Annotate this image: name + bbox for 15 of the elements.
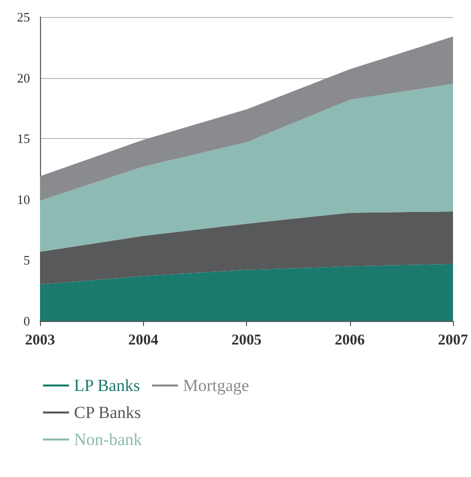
y-tick-label: 15 — [17, 131, 30, 146]
x-tick-label: 2005 — [232, 332, 262, 348]
x-tick-label: 2003 — [25, 332, 55, 348]
x-tick-label: 2006 — [334, 332, 366, 348]
y-tick-label: 25 — [17, 10, 30, 24]
y-tick-label: 5 — [24, 252, 30, 268]
x-tick-label: 2004 — [128, 332, 159, 348]
legend-label: Mortgage — [182, 376, 250, 395]
y-tick-label: 0 — [24, 314, 30, 328]
legend-label: CP Banks — [74, 403, 141, 422]
legend-label: Non-bank — [74, 430, 142, 449]
legend-label: LP Banks — [74, 376, 140, 395]
y-tick-label: 10 — [17, 192, 30, 207]
y-tick-label: 20 — [17, 70, 30, 86]
x-tick-label: 2007 — [438, 332, 468, 348]
